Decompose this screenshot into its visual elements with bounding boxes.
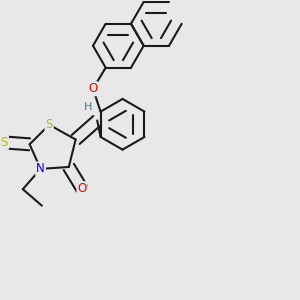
Text: S: S (46, 118, 53, 131)
Text: S: S (1, 136, 8, 149)
Text: O: O (88, 82, 98, 95)
Text: H: H (84, 101, 92, 112)
Text: O: O (77, 182, 87, 195)
Text: N: N (36, 162, 45, 176)
